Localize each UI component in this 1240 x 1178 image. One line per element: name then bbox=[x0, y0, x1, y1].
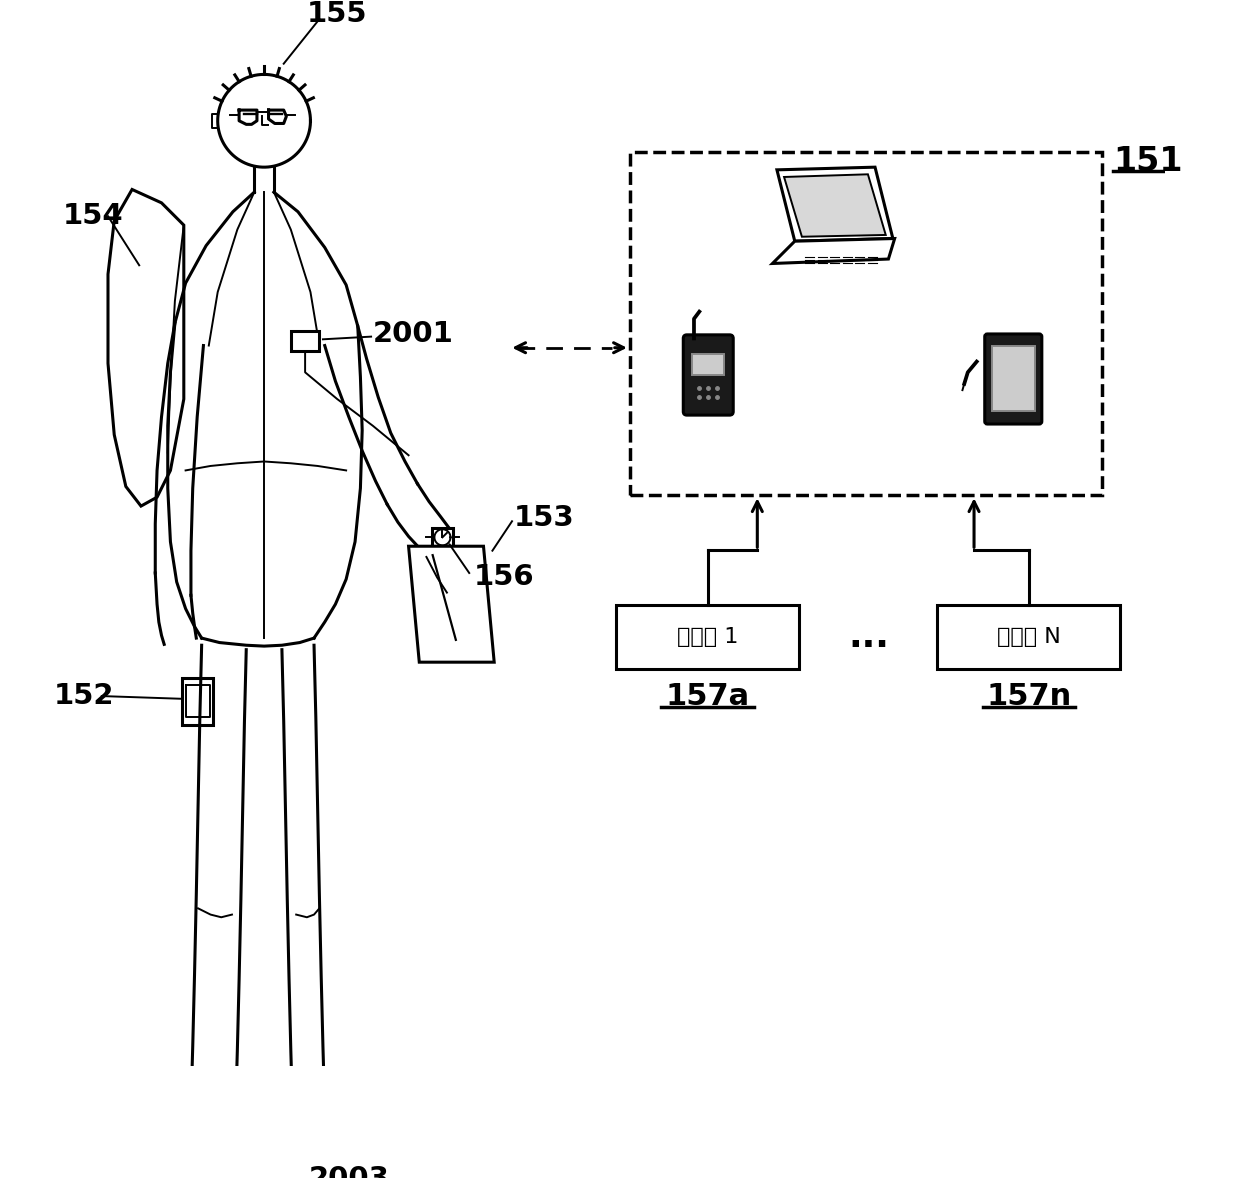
Text: 155: 155 bbox=[308, 0, 367, 28]
Text: 151: 151 bbox=[1114, 145, 1183, 178]
Text: 传感器 1: 传感器 1 bbox=[677, 627, 739, 647]
Polygon shape bbox=[777, 167, 893, 241]
Text: 157a: 157a bbox=[666, 682, 750, 710]
Text: ...: ... bbox=[848, 620, 889, 654]
Text: 传感器 N: 传感器 N bbox=[997, 627, 1060, 647]
FancyBboxPatch shape bbox=[937, 605, 1120, 669]
FancyBboxPatch shape bbox=[630, 152, 1102, 496]
Polygon shape bbox=[218, 74, 310, 167]
Text: 156: 156 bbox=[474, 563, 534, 591]
FancyBboxPatch shape bbox=[692, 353, 724, 375]
Text: 152: 152 bbox=[53, 682, 114, 710]
Text: 2001: 2001 bbox=[373, 320, 454, 348]
Polygon shape bbox=[773, 238, 895, 264]
Text: 2003: 2003 bbox=[309, 1165, 389, 1178]
FancyBboxPatch shape bbox=[182, 679, 213, 724]
FancyBboxPatch shape bbox=[985, 333, 1042, 424]
FancyBboxPatch shape bbox=[432, 529, 453, 547]
Polygon shape bbox=[108, 190, 184, 507]
Polygon shape bbox=[408, 547, 495, 662]
FancyBboxPatch shape bbox=[291, 331, 320, 351]
Text: 153: 153 bbox=[513, 504, 574, 531]
FancyBboxPatch shape bbox=[616, 605, 800, 669]
FancyBboxPatch shape bbox=[683, 335, 733, 415]
Polygon shape bbox=[784, 174, 885, 237]
Polygon shape bbox=[254, 167, 274, 192]
FancyBboxPatch shape bbox=[992, 345, 1034, 411]
Text: 154: 154 bbox=[62, 203, 123, 230]
Text: 157n: 157n bbox=[986, 682, 1071, 710]
